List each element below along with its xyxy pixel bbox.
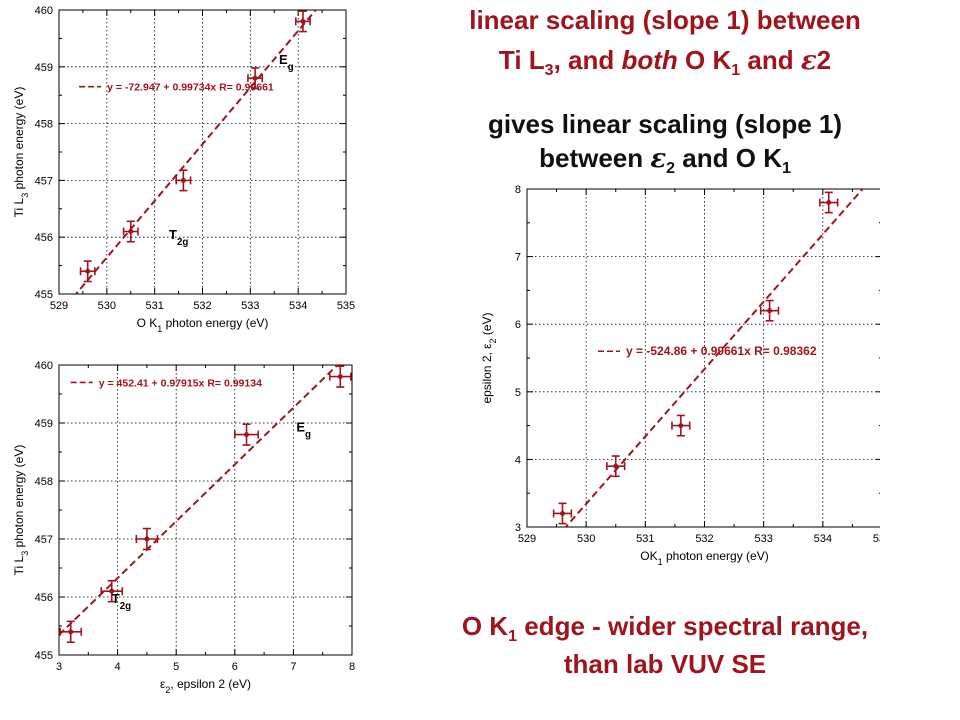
fit-line xyxy=(564,189,864,527)
x-tick-label: 529 xyxy=(50,300,68,312)
x-tick-label: 535 xyxy=(873,533,880,545)
y-tick-label: 460 xyxy=(35,360,53,372)
heading-line-4-epsilon: ε xyxy=(650,144,667,174)
x-tick-label: 8 xyxy=(349,661,355,673)
data-point xyxy=(300,18,306,24)
y-axis-label: epsilon 2, ε2 (eV) xyxy=(480,312,498,403)
heading-line-2-sub: 3 xyxy=(544,62,554,80)
data-point xyxy=(678,423,684,429)
heading-line-4-epsilon-sub: 2 xyxy=(666,160,676,178)
data-point xyxy=(613,463,619,469)
x-tick-label: 529 xyxy=(518,533,536,545)
x-tick-label: 533 xyxy=(754,533,772,545)
heading-line-2-b: , and xyxy=(553,45,622,75)
y-tick-label: 7 xyxy=(515,252,521,264)
x-tick-label: 3 xyxy=(56,661,62,673)
y-tick-label: 457 xyxy=(35,175,53,187)
data-point xyxy=(180,177,186,183)
plot-frame xyxy=(58,364,353,656)
bottom-caption-line-1-sub: 1 xyxy=(508,628,517,646)
y-axis-label: Ti L3 photon energy (eV) xyxy=(12,445,30,576)
x-tick-label: 533 xyxy=(241,300,259,312)
data-point xyxy=(244,432,250,438)
y-tick-label: 455 xyxy=(35,289,53,301)
x-tick-label: 534 xyxy=(289,300,307,312)
data-point xyxy=(68,629,74,635)
legend-fit-label: y = -72.947 + 0.99734x R= 0.99661 xyxy=(107,82,274,94)
data-point xyxy=(109,588,115,594)
heading-line-2: Ti L3, and both O K1 and ε2 xyxy=(400,45,930,81)
heading-line-4-a: between xyxy=(539,143,651,173)
y-tick-label: 459 xyxy=(35,62,53,74)
y-tick-label: 455 xyxy=(35,650,53,662)
legend-fit-label: y = 452.41 + 0.97915x R= 0.99134 xyxy=(99,377,262,389)
x-tick-label: 5 xyxy=(173,661,179,673)
heading-line-2-epsilon-number: 2 xyxy=(816,45,832,75)
y-tick-label: 5 xyxy=(515,387,521,399)
data-point xyxy=(252,75,258,81)
point-annotation: T2g xyxy=(112,591,131,612)
x-tick-label: 4 xyxy=(115,661,121,673)
fit-line xyxy=(59,365,339,636)
y-axis-label: Ti L3 photon energy (eV) xyxy=(12,87,30,218)
heading-line-2-d: and xyxy=(740,45,801,75)
point-annotation: T2g xyxy=(169,227,188,248)
x-tick-label: 530 xyxy=(98,300,116,312)
bottom-caption-line-1-b: edge - wider spectral range, xyxy=(517,611,869,641)
x-axis-label: OK1 photon energy (eV) xyxy=(640,549,768,567)
data-point xyxy=(144,536,150,542)
data-point xyxy=(337,374,343,380)
y-tick-label: 457 xyxy=(35,534,53,546)
bottom-caption-line-1-a: O K xyxy=(461,611,509,641)
y-tick-label: 8 xyxy=(515,184,521,196)
heading-line-1: linear scaling (slope 1) between xyxy=(400,5,930,36)
heading-line-4-sub: 1 xyxy=(781,160,791,178)
y-tick-label: 4 xyxy=(515,454,521,466)
legend-fit-label: y = -524.86 + 0.99661x R= 0.98362 xyxy=(626,344,817,358)
x-tick-label: 534 xyxy=(814,533,832,545)
x-tick-label: 531 xyxy=(636,533,654,545)
x-tick-label: 7 xyxy=(290,661,296,673)
heading-line-3-text: gives linear scaling (slope 1) xyxy=(487,109,843,139)
y-tick-label: 459 xyxy=(35,418,53,430)
heading-line-2-a: Ti L xyxy=(498,45,545,75)
heading-line-2-italic: both xyxy=(621,45,678,75)
x-tick-label: 535 xyxy=(337,300,355,312)
heading-line-2-c: O K xyxy=(677,45,732,75)
fit-line xyxy=(74,10,318,294)
heading-line-1-text: linear scaling (slope 1) between xyxy=(469,5,861,35)
y-tick-label: 460 xyxy=(35,5,53,17)
y-tick-label: 456 xyxy=(35,232,53,244)
y-tick-label: 458 xyxy=(35,476,53,488)
data-point xyxy=(767,308,773,314)
data-point xyxy=(560,510,565,516)
bottom-caption-line-1: O K1 edge - wider spectral range, xyxy=(400,611,930,647)
x-tick-label: 530 xyxy=(577,533,595,545)
heading-line-2-epsilon: ε xyxy=(800,46,817,76)
heading-line-2-sub2: 1 xyxy=(731,62,741,80)
point-annotation: Eg xyxy=(279,52,294,73)
chart-epsilon2-vs-ok1: 529 530 531 532 533 534 535 3 4 5 6 7 8 OK1 photon en… xyxy=(480,184,880,567)
y-tick-label: 458 xyxy=(35,119,53,131)
heading-line-3: gives linear scaling (slope 1) xyxy=(400,109,930,140)
x-tick-label: 532 xyxy=(193,300,211,312)
y-tick-label: 456 xyxy=(35,592,53,604)
heading-line-4: between ε2 and O K1 xyxy=(400,143,930,179)
x-axis-label: O K1 photon energy (eV) xyxy=(137,316,269,334)
data-point xyxy=(128,229,134,235)
data-point xyxy=(85,268,91,274)
y-tick-label: 6 xyxy=(515,319,521,331)
bottom-caption-line-2: than lab VUV SE xyxy=(400,649,930,680)
data-point xyxy=(826,200,832,206)
x-tick-label: 532 xyxy=(695,533,713,545)
x-axis-label: ε2, epsilon 2 (eV) xyxy=(160,677,251,695)
x-tick-label: 531 xyxy=(145,300,163,312)
chart-ti-l3-vs-ok1: 529 530 531 532 533 534 535 455 456 457 458 459 460 O… xyxy=(12,5,355,334)
point-annotation: Eg xyxy=(296,420,311,441)
heading-line-4-b: and O K xyxy=(675,143,782,173)
x-tick-label: 6 xyxy=(232,661,238,673)
y-tick-label: 3 xyxy=(515,522,521,534)
bottom-caption-line-2-text: than lab VUV SE xyxy=(563,649,767,679)
